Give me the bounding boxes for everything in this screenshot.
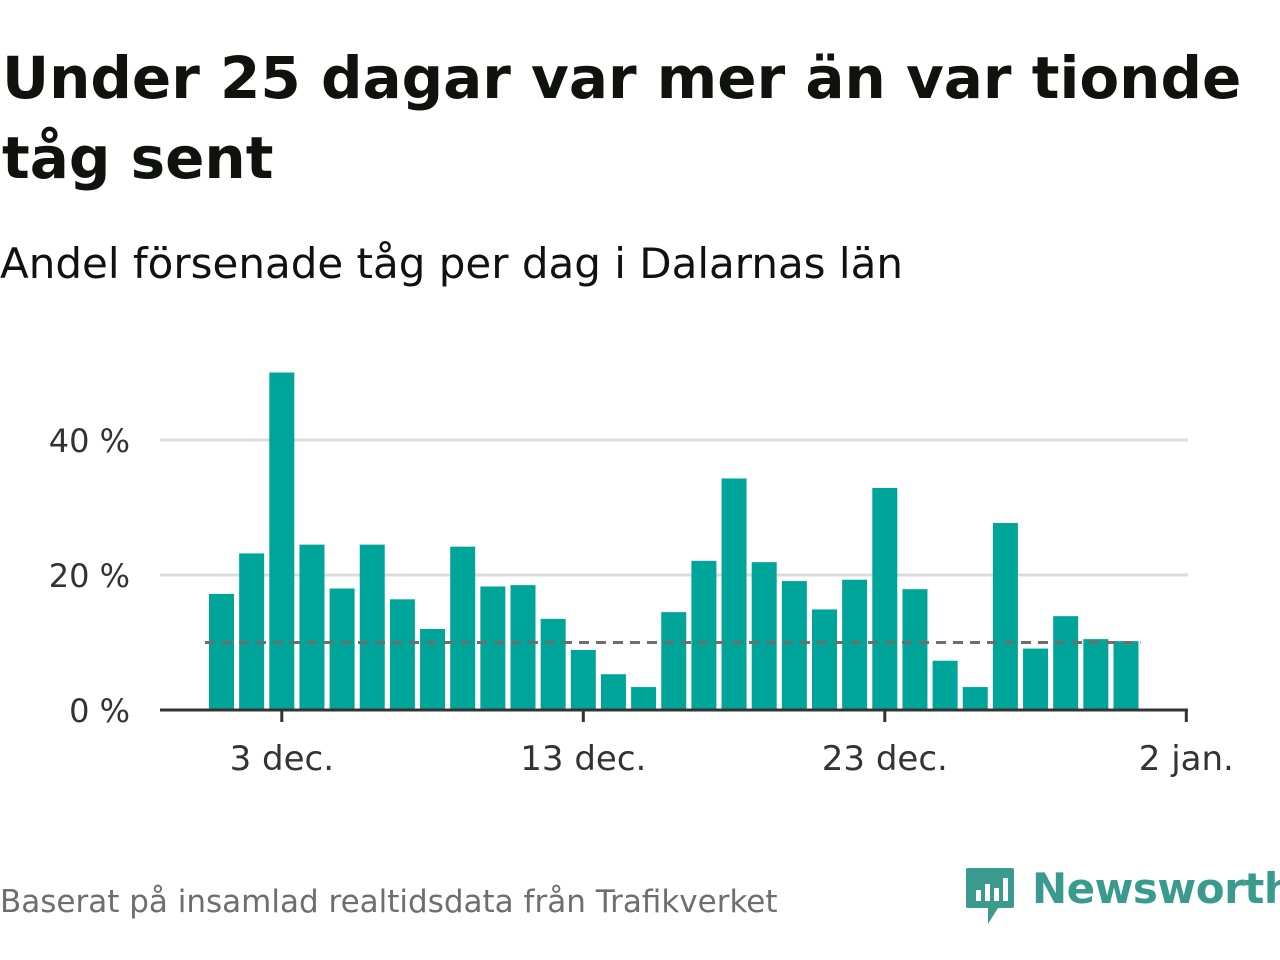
x-tick-label: 23 dec. — [822, 739, 948, 779]
bar — [540, 618, 566, 710]
bar — [450, 546, 476, 710]
x-tick-label: 2 jan. — [1139, 739, 1234, 779]
source-note: Baserat på insamlad realtidsdata från Tr… — [0, 884, 778, 920]
y-tick-labels: 0 % 20 % 40 % — [49, 422, 130, 730]
bar — [269, 372, 295, 710]
y-tick-label: 0 % — [69, 692, 130, 730]
x-tick-labels: 3 dec. 13 dec. 23 dec. 2 jan. — [230, 739, 1234, 779]
chart-subtitle: Andel försenade tåg per dag i Dalarnas l… — [0, 239, 903, 288]
bars — [209, 372, 1139, 710]
bar — [962, 687, 988, 710]
bar — [902, 589, 928, 710]
bar — [751, 562, 777, 710]
x-tick-label: 13 dec. — [520, 739, 646, 779]
bar — [812, 609, 837, 710]
y-tick-label: 20 % — [49, 557, 130, 595]
y-tick-label: 40 % — [49, 422, 130, 460]
bar — [239, 553, 265, 710]
bar — [1053, 616, 1079, 710]
bar — [480, 586, 506, 710]
bar — [359, 544, 385, 710]
bar — [1083, 639, 1109, 710]
x-tick-label: 3 dec. — [230, 739, 334, 779]
bar — [299, 544, 325, 710]
newsworthy-logo-icon — [966, 868, 1014, 924]
bar — [872, 487, 898, 710]
bar — [389, 599, 415, 710]
bar — [510, 585, 536, 710]
bar — [1023, 648, 1049, 710]
bar — [570, 649, 596, 710]
bar — [209, 593, 234, 710]
bar — [932, 660, 958, 710]
axes — [160, 708, 1188, 722]
bar — [631, 687, 657, 710]
bar — [1113, 641, 1139, 710]
logo-text: Newsworthy — [1032, 864, 1280, 913]
bar — [600, 674, 626, 710]
bar — [842, 579, 868, 710]
bar — [329, 588, 355, 710]
bar — [992, 523, 1018, 710]
bar — [721, 478, 747, 710]
chart-title: Under 25 dagar var mer än var tionde tåg… — [2, 44, 1242, 192]
bar — [691, 560, 717, 710]
bar — [781, 581, 807, 710]
newsworthy-logo[interactable]: Newsworthy — [964, 864, 1280, 928]
bar — [661, 612, 687, 710]
